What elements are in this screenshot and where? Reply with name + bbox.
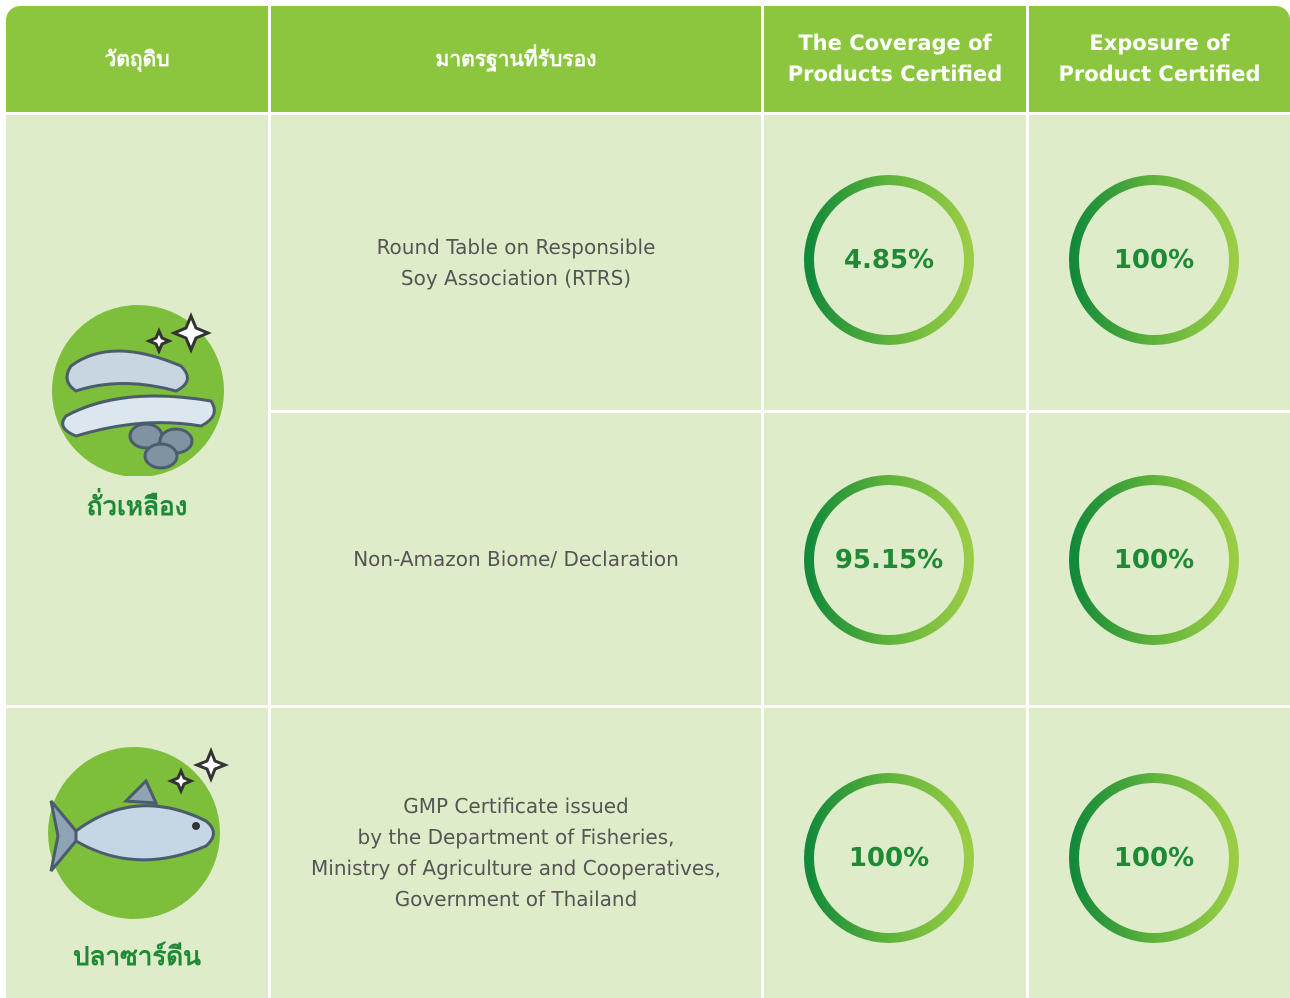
standard-cell: GMP Certificate issued by the Department… xyxy=(271,708,761,998)
header-text: มาตรฐานที่รับรอง xyxy=(435,46,597,71)
ring-value: 100% xyxy=(1113,843,1195,873)
ring-shape xyxy=(1069,475,1239,645)
header-text: วัตถุดิบ xyxy=(104,46,170,71)
material-name: ปลาซาร์ดีน xyxy=(73,942,201,972)
standard-text: by the Department of Fisheries, xyxy=(357,825,675,849)
standard-cell: Non-Amazon Biome/ Declaration xyxy=(271,413,761,705)
header-cell: วัตถุดิบ xyxy=(6,6,268,112)
ring-value: 100% xyxy=(1113,245,1195,275)
standard-cell: Round Table on Responsible Soy Associati… xyxy=(271,115,761,410)
ring-value: 95.15% xyxy=(834,545,944,575)
ring-value: 100% xyxy=(1113,545,1195,575)
ring-value: 100% xyxy=(848,843,930,873)
header-cell: มาตรฐานที่รับรอง xyxy=(271,6,761,112)
ring: 100% xyxy=(1064,170,1244,350)
standard-text: Government of Thailand xyxy=(394,887,638,911)
ring-value: 4.85% xyxy=(843,245,935,275)
soy-icon xyxy=(52,305,224,476)
fish-icon xyxy=(48,746,230,919)
header-text: Products Certified xyxy=(787,62,1003,86)
material-name: ถั่วเหลือง xyxy=(86,492,188,522)
header-cell: Exposure of Product Certified xyxy=(1029,6,1290,112)
ring: 100% xyxy=(1064,470,1244,650)
ring-shape xyxy=(1069,175,1239,345)
ring-shape xyxy=(804,773,974,943)
ring: 100% xyxy=(799,768,979,948)
standard-text: Round Table on Responsible xyxy=(376,234,656,259)
standard-text: Ministry of Agriculture and Cooperatives… xyxy=(311,856,721,880)
ring-shape xyxy=(804,475,974,645)
header-text: Exposure of xyxy=(1089,31,1230,55)
header-text: The Coverage of xyxy=(798,31,992,55)
header-text: Product Certified xyxy=(1058,62,1261,86)
header-cell: The Coverage of Products Certified xyxy=(764,6,1026,112)
ring: 100% xyxy=(1064,768,1244,948)
standard-text: GMP Certificate issued xyxy=(403,794,629,818)
standard-text: Non-Amazon Biome/ Declaration xyxy=(353,546,679,571)
ring-shape xyxy=(1069,773,1239,943)
table: วัตถุดิบ มาตรฐานที่รับรอง The Coverage o… xyxy=(6,6,1290,998)
standard-text: Soy Association (RTRS) xyxy=(400,265,632,290)
ring: 4.85% xyxy=(799,170,979,350)
ring: 95.15% xyxy=(799,470,979,650)
ring-shape xyxy=(804,175,974,345)
